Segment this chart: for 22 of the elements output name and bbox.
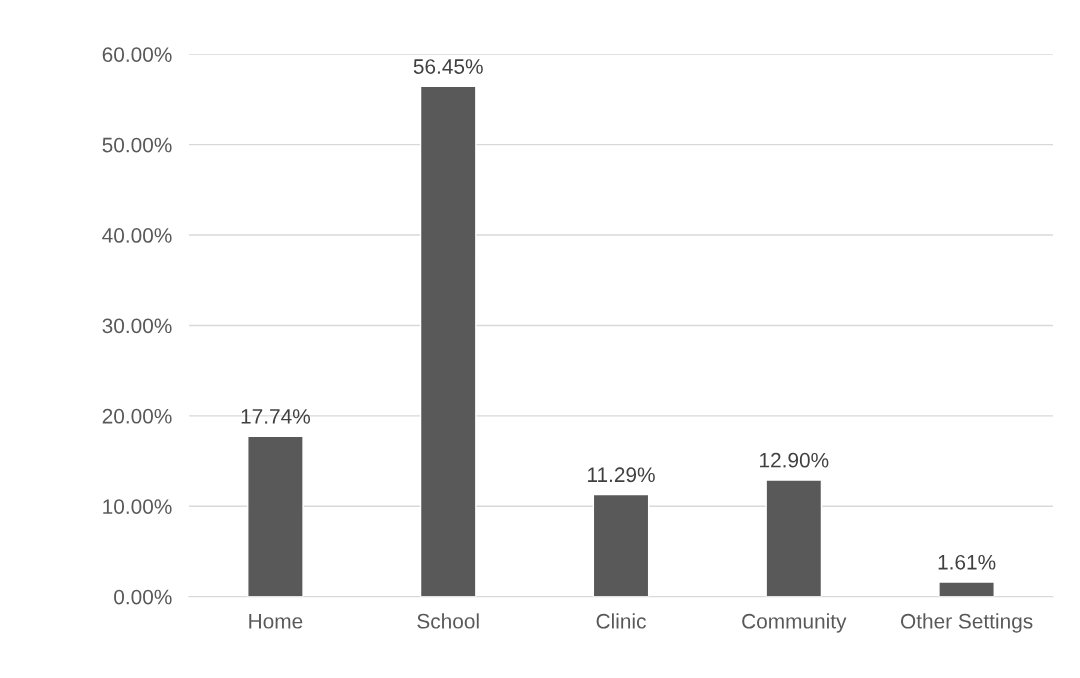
x-tick-label: School (417, 613, 479, 629)
bar (765, 479, 823, 597)
data-label: 1.61% (938, 554, 996, 570)
bar (938, 581, 995, 597)
y-tick-label: 40.00% (102, 228, 172, 243)
x-tick-label: Community (742, 613, 847, 633)
data-label: 11.29% (588, 467, 655, 483)
y-tick-label: 60.00% (102, 47, 172, 62)
y-tick-label: 20.00% (102, 408, 172, 424)
x-tick-label: Other Settings (901, 613, 1033, 633)
bar (247, 435, 304, 597)
x-tick-label: Home (249, 614, 303, 629)
y-tick-label: 0.00% (114, 589, 172, 605)
y-tick-label: 30.00% (102, 318, 172, 334)
data-label: 56.45% (413, 59, 483, 74)
bar (592, 493, 650, 597)
y-tick-label: 10.00% (103, 499, 172, 514)
data-label: 12.90% (760, 452, 829, 468)
y-tick-label: 50.00% (102, 137, 172, 153)
bar (419, 85, 477, 597)
data-label: 17.74% (241, 409, 310, 424)
x-tick-label: Clinic (596, 613, 646, 629)
